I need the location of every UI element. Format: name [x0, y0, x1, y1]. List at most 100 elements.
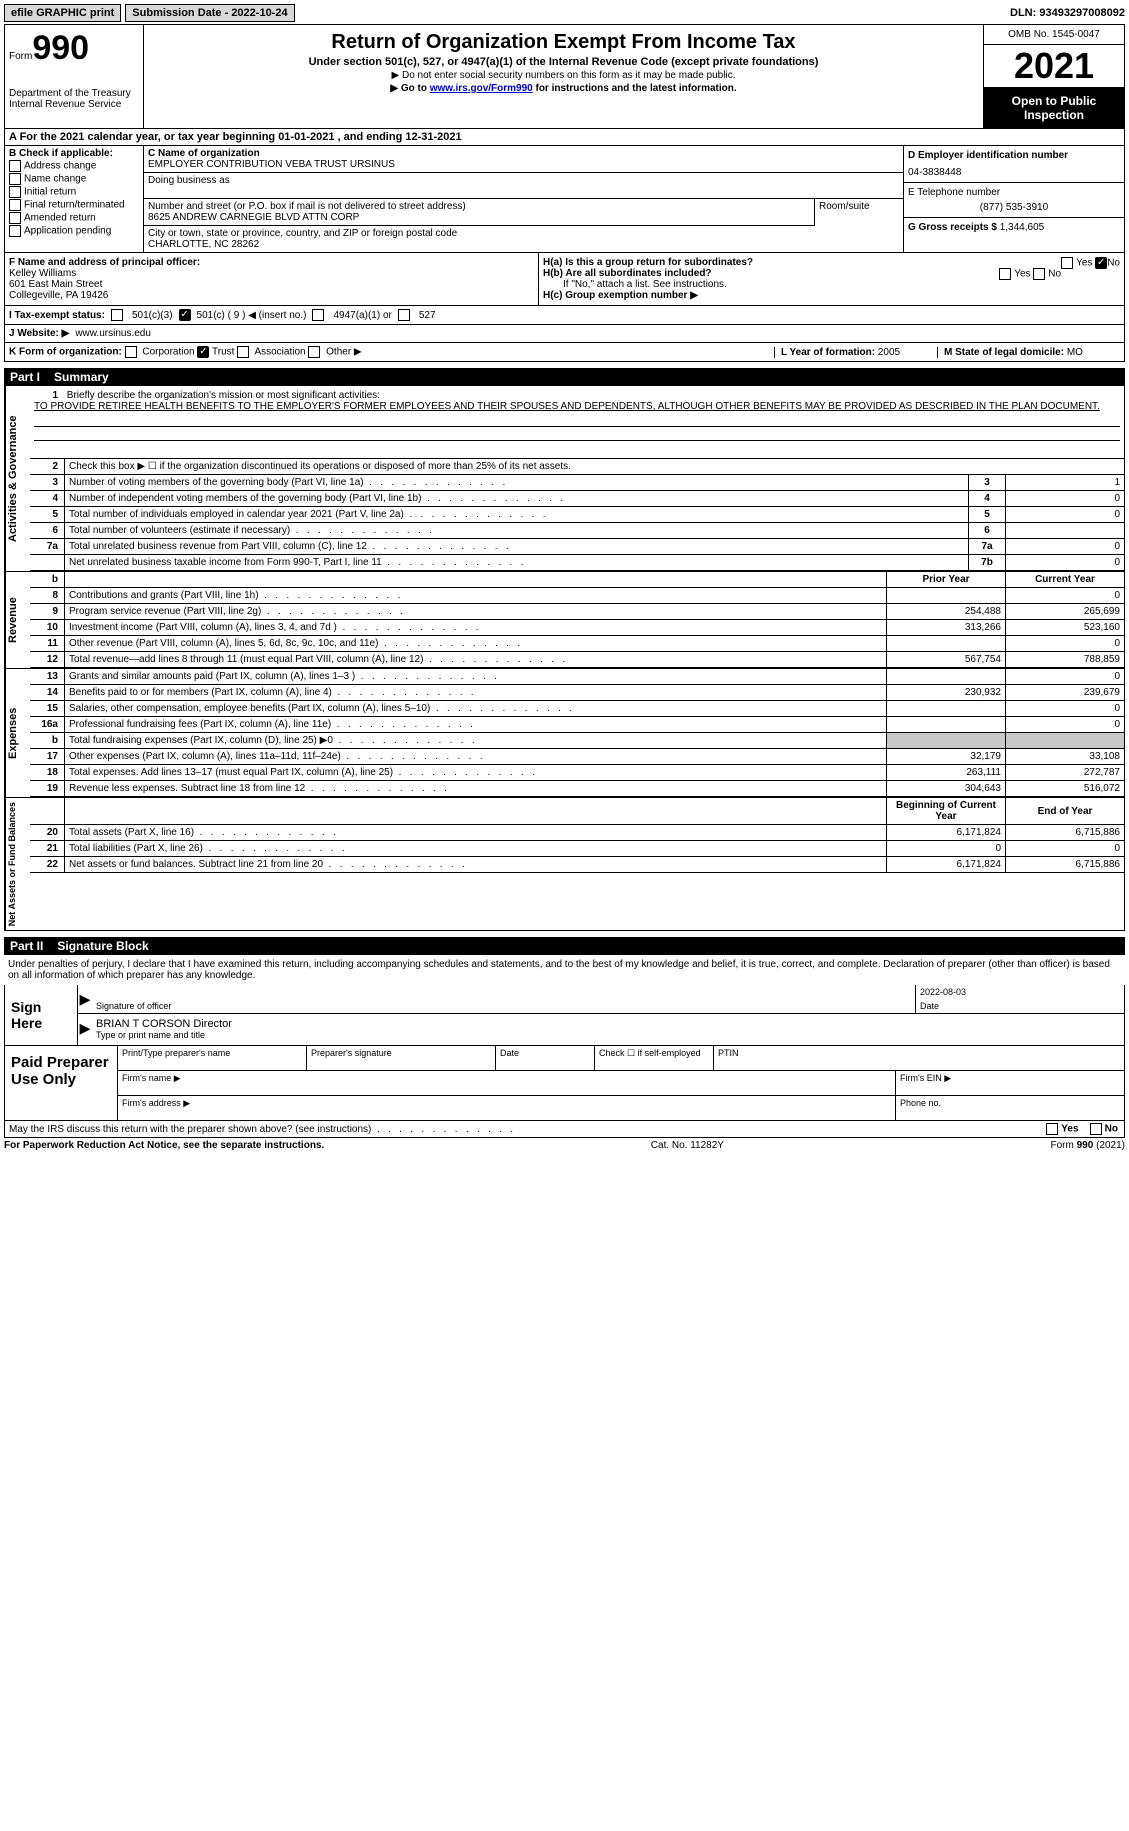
chk-501c3[interactable]: [111, 309, 123, 321]
discuss-yes-chk[interactable]: [1046, 1123, 1058, 1135]
table-row: 12Total revenue—add lines 8 through 11 (…: [30, 652, 1124, 668]
gross-value: 1,344,605: [1000, 222, 1045, 233]
hdr-eoy: End of Year: [1006, 798, 1125, 825]
chk-initial-return[interactable]: [9, 186, 21, 198]
revenue-section: Revenue b Prior Year Current Year 8Contr…: [4, 572, 1125, 669]
net-section: Net Assets or Fund Balances Beginning of…: [4, 798, 1125, 931]
opt-other: Other ▶: [326, 347, 361, 358]
form-number: 990: [32, 29, 89, 67]
officer-row: F Name and address of principal officer:…: [4, 253, 1125, 306]
paid-preparer-block: Paid Preparer Use Only Print/Type prepar…: [4, 1046, 1125, 1121]
officer-name: Kelley Williams: [9, 268, 534, 279]
opt-assoc: Association: [254, 347, 305, 358]
open-inspection: Open to Public Inspection: [984, 88, 1124, 128]
chk-trust[interactable]: ✓: [197, 346, 209, 358]
net-table: Beginning of Current Year End of Year 20…: [30, 798, 1124, 873]
ein-label: D Employer identification number: [908, 150, 1120, 161]
table-row: 10Investment income (Part VIII, column (…: [30, 620, 1124, 636]
form-ref: Form 990 (2021): [1051, 1140, 1126, 1151]
p-firm: Firm's name ▶: [118, 1071, 896, 1095]
hb-no: No: [1048, 269, 1061, 280]
sig-officer-label: Signature of officer: [96, 1001, 911, 1011]
l-label: L Year of formation:: [781, 347, 875, 358]
opt-501c3: 501(c)(3): [132, 310, 173, 321]
chk-final-return[interactable]: [9, 199, 21, 211]
cat-no: Cat. No. 11282Y: [651, 1140, 724, 1151]
form-subtitle: Under section 501(c), 527, or 4947(a)(1)…: [148, 56, 979, 68]
ha-no: No: [1107, 258, 1120, 269]
chk-name-change[interactable]: [9, 173, 21, 185]
p-addr: Firm's address ▶: [118, 1096, 896, 1120]
opt-corp: Corporation: [142, 347, 194, 358]
note-ssn: Do not enter social security numbers on …: [148, 70, 979, 81]
officer-addr2: Collegeville, PA 19426: [9, 290, 534, 301]
chk-address-change[interactable]: [9, 160, 21, 172]
opt-final-return: Final return/terminated: [24, 200, 125, 211]
tax-status-row: I Tax-exempt status: 501(c)(3) ✓ 501(c) (…: [4, 306, 1125, 325]
revenue-table: b Prior Year Current Year 8Contributions…: [30, 572, 1124, 668]
form-label: Form: [9, 51, 32, 62]
dln-label: DLN: 93493297008092: [1010, 7, 1125, 19]
l-value: 2005: [878, 347, 900, 358]
activities-table: 2Check this box ▶ ☐ if the organization …: [30, 459, 1124, 475]
chk-other[interactable]: [308, 346, 320, 358]
f-label: F Name and address of principal officer:: [9, 257, 534, 268]
part1-subtitle: Summary: [54, 370, 109, 384]
table-row: 20Total assets (Part X, line 16)6,171,82…: [30, 825, 1124, 841]
table-row: 16aProfessional fundraising fees (Part I…: [30, 717, 1124, 733]
top-bar: efile GRAPHIC print Submission Date - 20…: [4, 4, 1125, 22]
i-label: I Tax-exempt status:: [9, 310, 105, 321]
chk-501c[interactable]: ✓: [179, 309, 191, 321]
opt-trust: Trust: [212, 347, 234, 358]
part2-header: Part II Signature Block: [4, 937, 1125, 955]
table-row: 7aTotal unrelated business revenue from …: [30, 539, 1124, 555]
hc-label: H(c) Group exemption number ▶: [543, 290, 1120, 301]
page-footer: For Paperwork Reduction Act Notice, see …: [4, 1138, 1125, 1151]
chk-app-pending[interactable]: [9, 225, 21, 237]
discuss-no-chk[interactable]: [1090, 1123, 1102, 1135]
side-revenue: Revenue: [5, 572, 30, 668]
opt-501c: 501(c) ( 9 ) ◀ (insert no.): [197, 310, 307, 321]
p-check: Check ☐ if self-employed: [595, 1046, 714, 1070]
line-a: A For the 2021 calendar year, or tax yea…: [4, 129, 1125, 146]
sig-date-value: 2022-08-03: [920, 987, 1120, 997]
expenses-table: 13Grants and similar amounts paid (Part …: [30, 669, 1124, 797]
ha-yes-chk[interactable]: [1061, 257, 1073, 269]
city-label: City or town, state or province, country…: [148, 228, 899, 239]
table-row: 15Salaries, other compensation, employee…: [30, 701, 1124, 717]
ha-yes: Yes: [1076, 258, 1092, 269]
opt-app-pending: Application pending: [24, 226, 111, 237]
ha-no-chk[interactable]: ✓: [1095, 257, 1107, 269]
table-row: 22Net assets or fund balances. Subtract …: [30, 857, 1124, 873]
efile-box: efile GRAPHIC print: [4, 4, 121, 22]
table-row: Net unrelated business taxable income fr…: [30, 555, 1124, 571]
hb-no-chk[interactable]: [1033, 268, 1045, 280]
ha-label: H(a) Is this a group return for subordin…: [543, 257, 753, 268]
part2-subtitle: Signature Block: [57, 939, 148, 953]
goto-pre: Go to: [390, 83, 429, 94]
hb-yes-chk[interactable]: [999, 268, 1011, 280]
discuss-text: May the IRS discuss this return with the…: [5, 1124, 513, 1135]
chk-527[interactable]: [398, 309, 410, 321]
table-row: 17Other expenses (Part IX, column (A), l…: [30, 749, 1124, 765]
irs-link[interactable]: www.irs.gov/Form990: [430, 83, 533, 94]
form-title: Return of Organization Exempt From Incom…: [148, 31, 979, 54]
p-name: Print/Type preparer's name: [118, 1046, 307, 1070]
table-row: 11Other revenue (Part VIII, column (A), …: [30, 636, 1124, 652]
discuss-yes: Yes: [1061, 1124, 1078, 1135]
expenses-section: Expenses 13Grants and similar amounts pa…: [4, 669, 1125, 798]
p-ptin: PTIN: [714, 1046, 1124, 1070]
sign-block: Sign Here ▸ Signature of officer 2022-08…: [4, 985, 1125, 1046]
chk-4947[interactable]: [312, 309, 324, 321]
hb-note: If "No," attach a list. See instructions…: [543, 279, 1120, 290]
p-phone: Phone no.: [896, 1096, 1124, 1120]
hdr-current: Current Year: [1006, 572, 1125, 588]
submission-date-box: Submission Date - 2022-10-24: [125, 4, 294, 22]
chk-amended[interactable]: [9, 212, 21, 224]
opt-4947: 4947(a)(1) or: [333, 310, 391, 321]
name-label: C Name of organization: [148, 148, 899, 159]
chk-corp[interactable]: [125, 346, 137, 358]
table-row: 9Program service revenue (Part VIII, lin…: [30, 604, 1124, 620]
discuss-row: May the IRS discuss this return with the…: [4, 1121, 1125, 1138]
chk-assoc[interactable]: [237, 346, 249, 358]
